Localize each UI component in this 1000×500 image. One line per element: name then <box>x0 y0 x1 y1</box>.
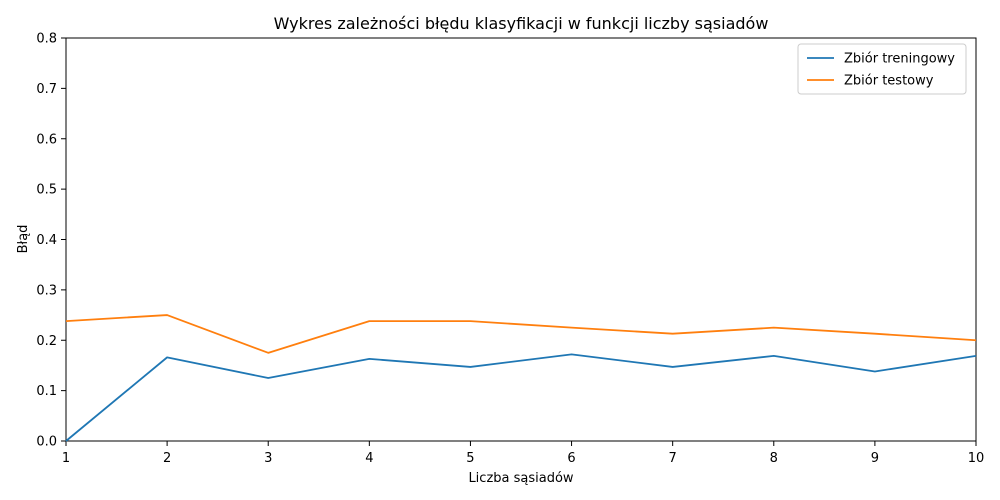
y-tick-label: 0.0 <box>36 435 57 450</box>
x-tick-label: 3 <box>264 451 272 466</box>
series-line-2 <box>65 314 977 354</box>
x-tick-label: 10 <box>968 451 985 466</box>
x-tick-label: 9 <box>871 451 879 466</box>
legend-label-2: Zbiór testowy <box>844 74 934 89</box>
x-axis-label: Liczba sąsiadów <box>468 471 573 486</box>
x-tick-label: 6 <box>567 451 575 466</box>
x-tick-label: 7 <box>669 451 677 466</box>
y-tick-label: 0.2 <box>36 334 57 349</box>
y-tick-label: 0.8 <box>36 32 57 47</box>
x-tick-label: 2 <box>163 451 171 466</box>
y-tick-label: 0.4 <box>36 233 57 248</box>
x-axis: 1 2 3 4 5 6 7 8 9 10 <box>62 441 984 466</box>
plot-frame <box>65 37 977 442</box>
x-tick-label: 1 <box>62 451 70 466</box>
series-layer <box>65 314 977 442</box>
y-axis-label: Błąd <box>16 225 31 254</box>
y-tick-label: 0.6 <box>36 132 57 147</box>
legend-label-1: Zbiór treningowy <box>844 52 955 67</box>
x-tick-label: 8 <box>770 451 778 466</box>
plot-area <box>65 37 977 442</box>
y-tick-label: 0.5 <box>36 183 57 198</box>
series-line-1 <box>65 353 977 442</box>
legend-box <box>797 43 967 95</box>
chart-title: Wykres zależności błędu klasyfikacji w f… <box>274 14 769 33</box>
y-axis: 0.0 0.1 0.2 0.3 0.4 0.5 0.6 0.7 0.8 <box>36 32 66 450</box>
legend: Zbiór treningowy Zbiór testowy <box>797 43 967 95</box>
x-tick-label: 5 <box>466 451 474 466</box>
y-tick-label: 0.1 <box>36 384 57 399</box>
x-tick-label: 4 <box>365 451 373 466</box>
y-tick-label: 0.7 <box>36 82 57 97</box>
y-tick-label: 0.3 <box>36 283 57 298</box>
